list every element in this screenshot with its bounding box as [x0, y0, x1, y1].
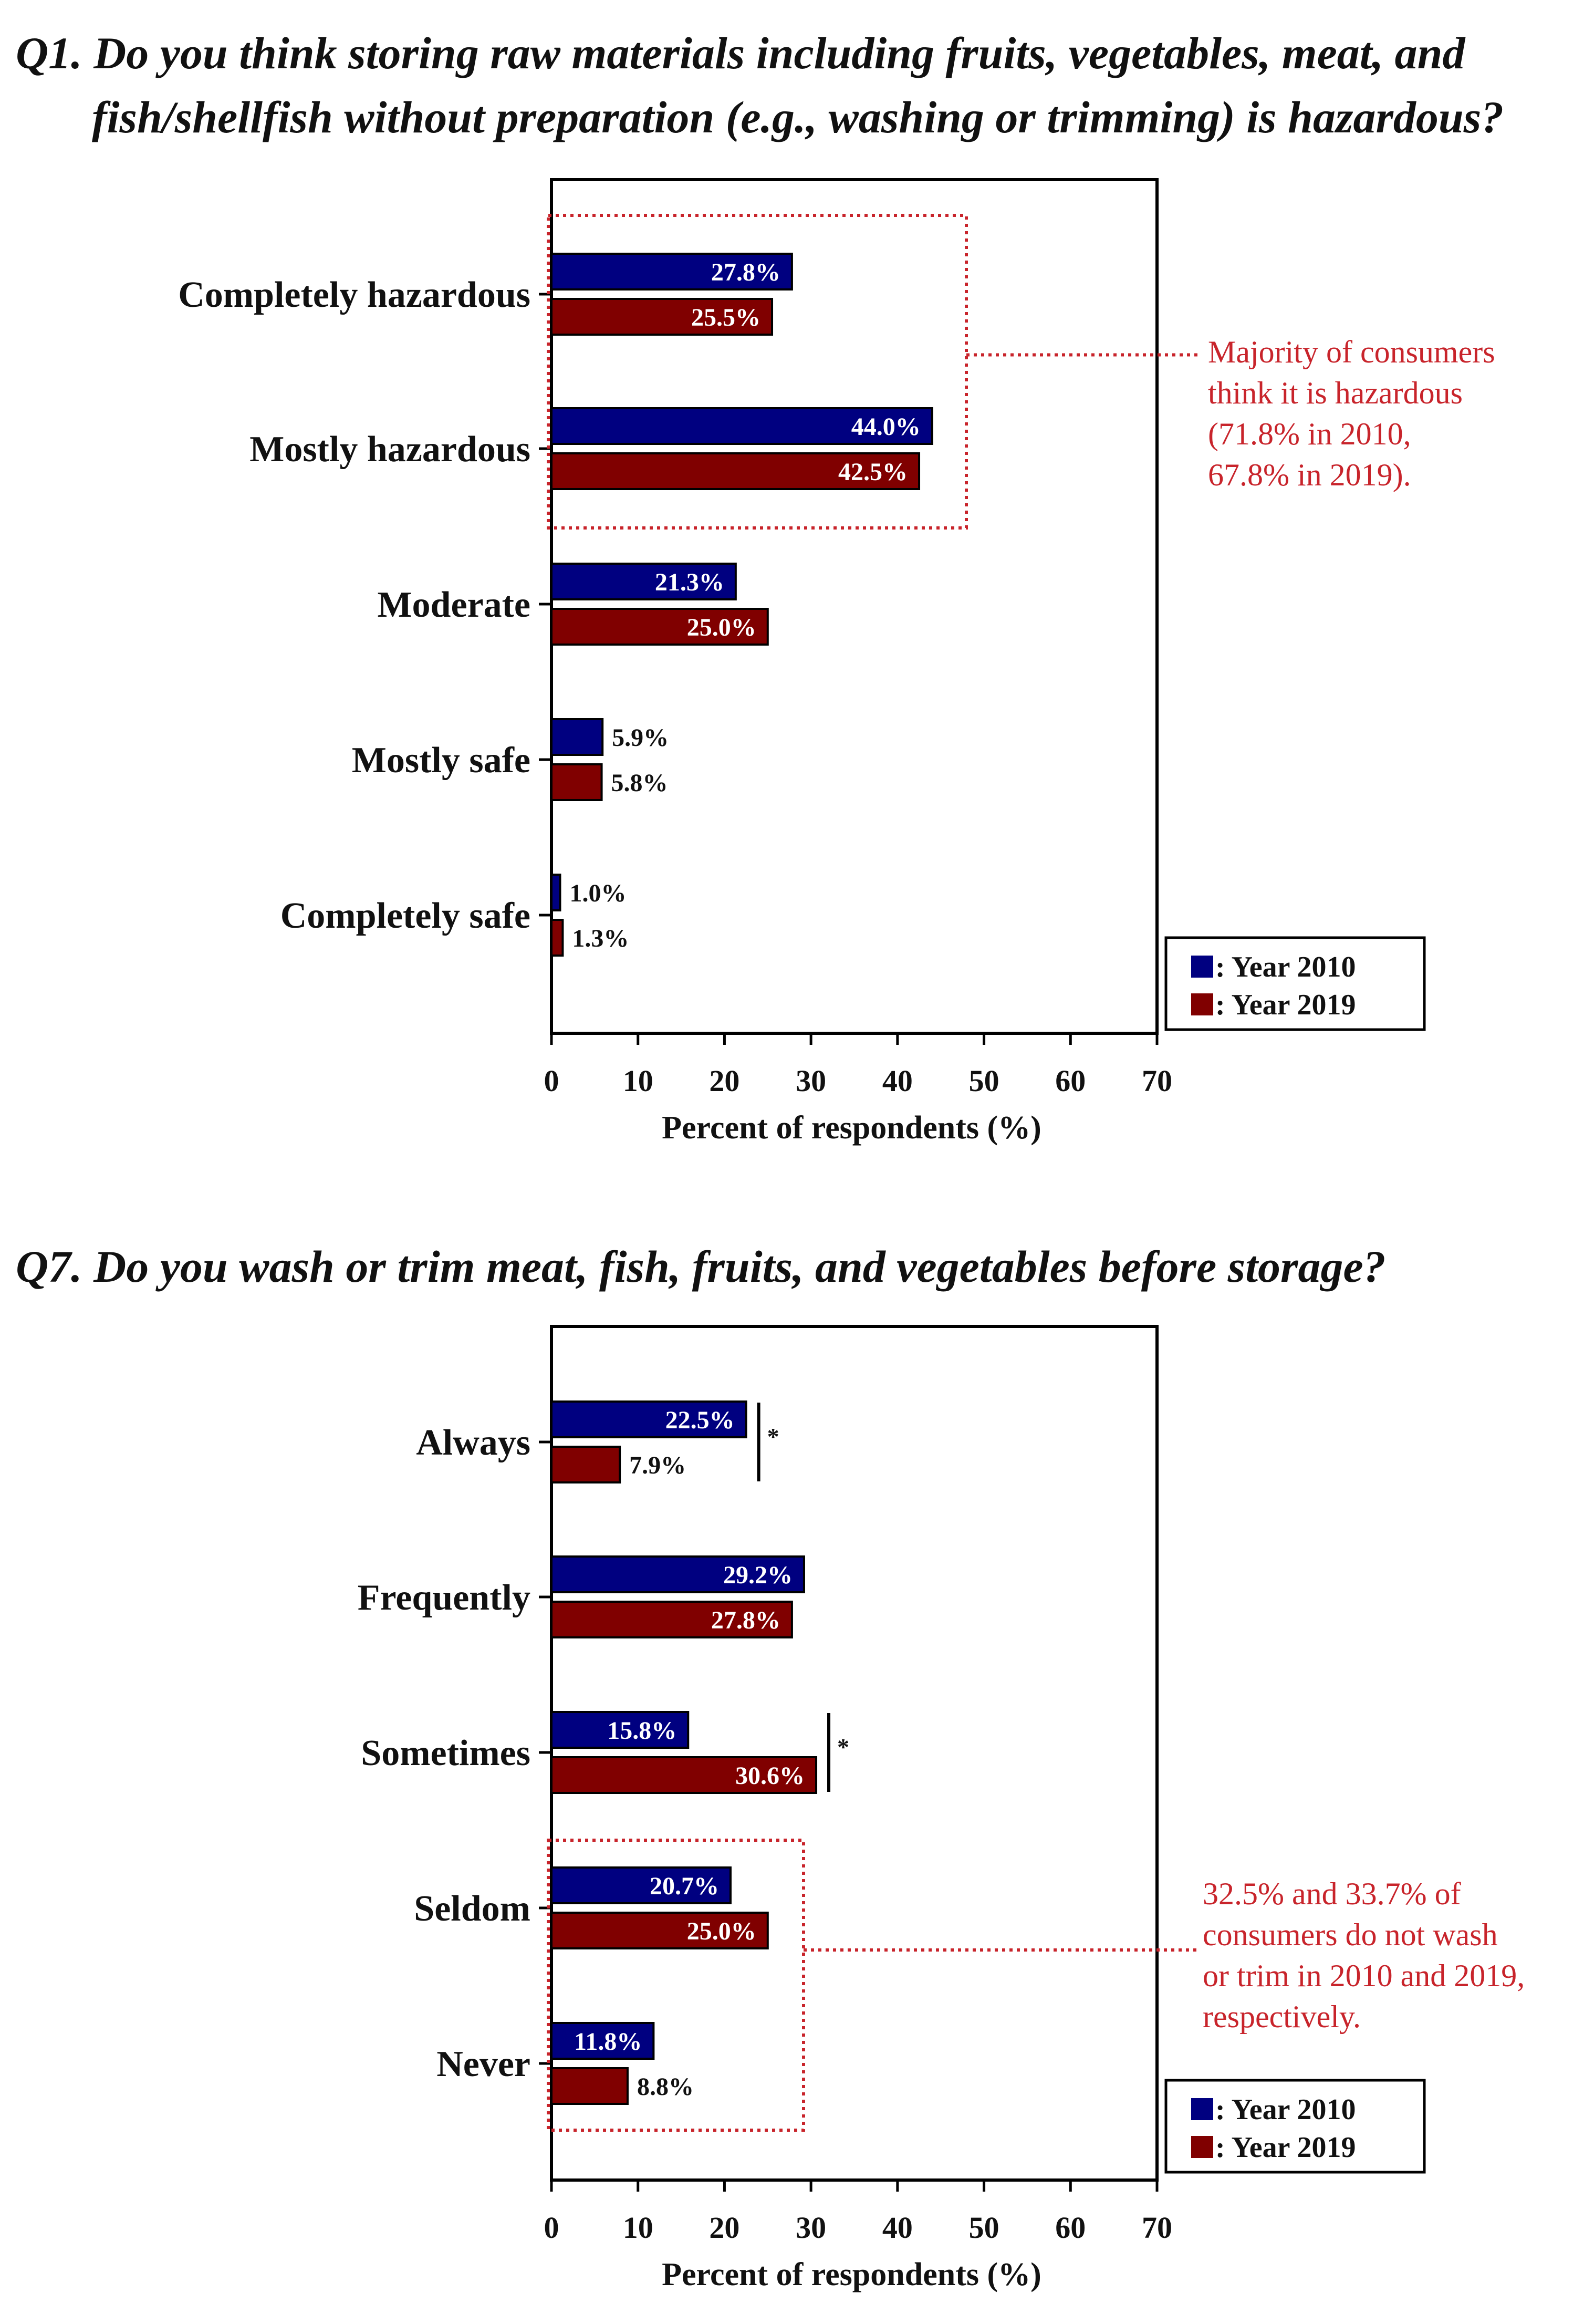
x-tick-label: 40: [882, 2211, 913, 2245]
chart-title: Q1. Do you think storing raw materials i…: [16, 28, 1466, 78]
x-tick-label: 0: [544, 2211, 559, 2245]
significance-star: *: [837, 1734, 849, 1760]
annotation-text: respectively.: [1203, 1999, 1361, 2034]
chart-title: Q7. Do you wash or trim meat, fish, frui…: [16, 1241, 1386, 1292]
x-tick-label: 10: [623, 1064, 653, 1098]
legend-label: : Year 2010: [1215, 2093, 1356, 2126]
legend-label: : Year 2010: [1215, 951, 1356, 983]
highlight-box: [547, 214, 968, 530]
x-tick-label: 60: [1055, 1064, 1086, 1098]
x-tick-label: 60: [1055, 2211, 1086, 2245]
data-label: 1.3%: [572, 925, 629, 952]
data-label: 25.5%: [691, 304, 760, 331]
bar-2010: [550, 1555, 805, 1593]
legend-swatch: [1191, 956, 1213, 978]
legend-box: [1164, 936, 1426, 1031]
data-label: 5.8%: [611, 769, 668, 797]
x-tick-label: 20: [709, 2211, 739, 2245]
x-axis-title: Percent of respondents (%): [662, 1110, 1041, 1146]
bar-2010: [550, 1400, 747, 1438]
chart-title: fish/shellfish without preparation (e.g.…: [92, 92, 1504, 142]
x-tick-label: 10: [623, 2211, 653, 2245]
bar-2019: [550, 298, 774, 336]
bar-2019: [550, 2067, 629, 2105]
annotation-text: think it is hazardous: [1208, 376, 1463, 410]
x-tick-label: 50: [969, 1064, 999, 1098]
data-label: 22.5%: [665, 1406, 735, 1434]
plot-frame: [550, 178, 1159, 1035]
data-label: 8.8%: [637, 2073, 694, 2101]
category-label: Never: [436, 2044, 530, 2084]
bar-2010: [550, 1866, 732, 1904]
chart-2: Q7. Do you wash or trim meat, fish, frui…: [16, 1241, 1525, 2292]
data-label: 21.3%: [655, 568, 724, 596]
x-tick-label: 50: [969, 2211, 999, 2245]
category-label: Frequently: [358, 1578, 530, 1618]
bar-2010: [550, 407, 933, 445]
bar-2019: [550, 1912, 769, 1949]
bar-2010: [550, 253, 793, 290]
bar-2010: [550, 2022, 655, 2060]
category-label: Moderate: [377, 585, 530, 625]
category-label: Always: [416, 1423, 530, 1463]
bar-2019: [550, 763, 603, 801]
category-label: Completely hazardous: [178, 275, 530, 315]
legend-label: : Year 2019: [1215, 989, 1356, 1021]
data-label: 5.9%: [612, 724, 669, 752]
chart-1: Q1. Do you think storing raw materials i…: [16, 28, 1504, 1146]
annotation-text: consumers do not wash: [1203, 1917, 1498, 1952]
bar-2019: [550, 1756, 818, 1794]
annotation-text: or trim in 2010 and 2019,: [1203, 1958, 1525, 1993]
bar-2010: [550, 874, 561, 911]
x-tick-label: 20: [709, 1064, 739, 1098]
data-label: 25.0%: [687, 1917, 756, 1945]
data-label: 29.2%: [723, 1561, 793, 1589]
x-tick-label: 30: [796, 2211, 826, 2245]
legend-swatch: [1191, 993, 1213, 1015]
x-tick-label: 70: [1142, 2211, 1172, 2245]
bar-2010: [550, 563, 737, 600]
annotation-text: 32.5% and 33.7% of: [1203, 1876, 1461, 1911]
x-tick-label: 40: [882, 1064, 913, 1098]
data-label: 15.8%: [607, 1717, 676, 1745]
legend-label: : Year 2019: [1215, 2131, 1356, 2164]
x-tick-label: 0: [544, 1064, 559, 1098]
data-label: 27.8%: [711, 1606, 780, 1634]
legend-swatch: [1191, 2098, 1213, 2120]
data-label: 25.0%: [687, 614, 756, 641]
annotation-text: (71.8% in 2010,: [1208, 417, 1411, 451]
category-label: Seldom: [414, 1889, 530, 1929]
bar-2010: [550, 718, 604, 756]
data-label: 42.5%: [838, 458, 908, 486]
x-tick-label: 70: [1142, 1064, 1172, 1098]
significance-star: *: [767, 1423, 779, 1450]
category-label: Completely safe: [280, 896, 530, 936]
data-label: 30.6%: [735, 1762, 805, 1790]
highlight-box: [547, 1839, 805, 2132]
bar-2019: [550, 1446, 621, 1483]
data-label: 27.8%: [711, 258, 780, 286]
category-label: Sometimes: [361, 1733, 530, 1773]
legend-swatch: [1191, 2136, 1213, 2158]
bar-2019: [550, 452, 921, 490]
x-axis-title: Percent of respondents (%): [662, 2257, 1041, 2292]
category-label: Mostly hazardous: [249, 429, 530, 470]
bar-2019: [550, 919, 564, 957]
annotation-text: Majority of consumers: [1208, 335, 1495, 369]
bar-2019: [550, 1601, 793, 1638]
category-label: Mostly safe: [352, 740, 530, 781]
bar-2010: [550, 1711, 690, 1749]
data-label: 11.8%: [574, 2028, 642, 2056]
data-label: 1.0%: [569, 879, 626, 907]
data-label: 7.9%: [629, 1451, 686, 1479]
bar-2019: [550, 608, 769, 646]
data-label: 20.7%: [650, 1872, 719, 1900]
x-tick-label: 30: [796, 1064, 826, 1098]
annotation-text: 67.8% in 2019).: [1208, 458, 1411, 492]
data-label: 44.0%: [851, 413, 921, 441]
